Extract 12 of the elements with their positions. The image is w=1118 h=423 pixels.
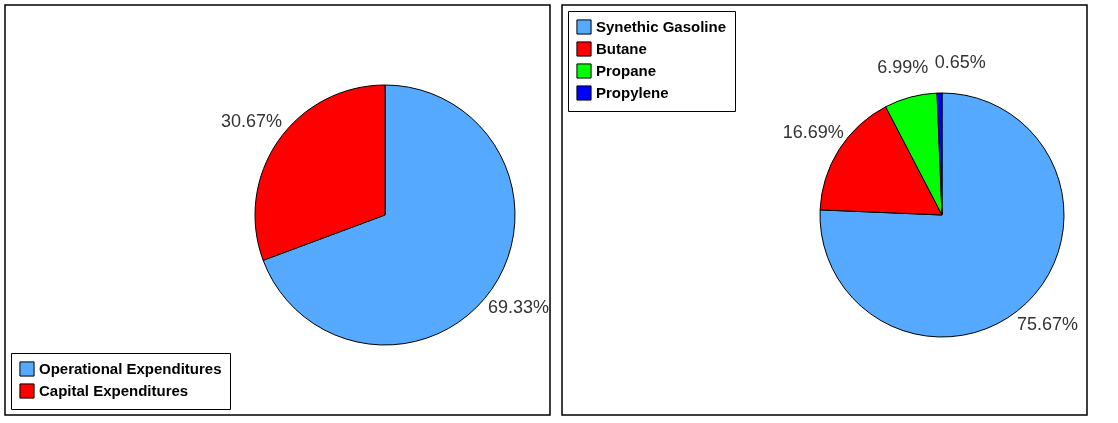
data-label: 6.99%: [877, 56, 929, 77]
data-label: 75.67%: [1017, 314, 1079, 335]
data-label: 16.69%: [782, 122, 844, 143]
legend-label: Operational Expenditures: [39, 360, 222, 377]
legend-label: Capital Expenditures: [39, 382, 189, 399]
data-label: 69.33%: [487, 296, 549, 317]
data-label: 0.65%: [934, 51, 986, 72]
legend-label: Synethic Gasoline: [596, 18, 727, 35]
data-label: 30.67%: [221, 111, 283, 132]
legend-label: Butane: [596, 40, 647, 57]
legend-label: Propylene: [596, 84, 669, 101]
legend-label: Propane: [596, 62, 657, 79]
